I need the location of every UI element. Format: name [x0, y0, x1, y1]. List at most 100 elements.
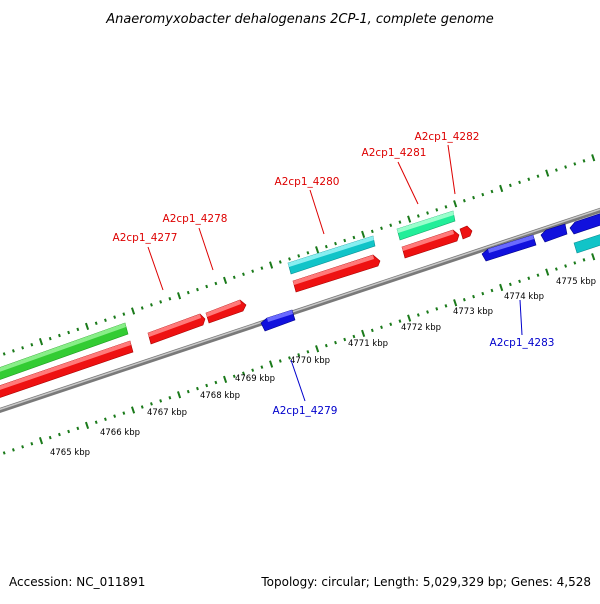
inner-tick [564, 264, 568, 268]
inner-tick [186, 389, 190, 394]
feature-A2cp1-4279[interactable] [260, 309, 296, 332]
gene-label-A2cp1-4280[interactable]: A2cp1_4280 [275, 176, 340, 188]
feature-green-outer-top [0, 323, 126, 372]
outer-tick [177, 292, 182, 300]
inner-tick [499, 283, 504, 292]
outer-tick [472, 195, 475, 200]
feature-A2cp1-4283[interactable] [481, 234, 537, 262]
outer-tick [30, 343, 34, 347]
outer-tick [242, 272, 245, 276]
feature-A2cp1-4281-cds-top [402, 230, 454, 251]
outer-tick [426, 211, 429, 215]
inner-tick [38, 437, 44, 445]
outer-tick [499, 184, 504, 193]
outer-tick [352, 235, 356, 240]
ruler-label: 4772 kbp [401, 323, 441, 333]
outer-tick [196, 287, 199, 292]
leader-A2cp1-4280 [309, 189, 325, 235]
gene-label-A2cp1-4278[interactable]: A2cp1_4278 [163, 213, 228, 225]
inner-tick [177, 391, 182, 399]
inner-tick [130, 406, 136, 414]
outer-tick [76, 327, 80, 332]
feature-green-outer[interactable] [0, 322, 129, 382]
outer-tick [159, 300, 163, 304]
gene-label-A2cp1-4282[interactable]: A2cp1_4282 [415, 131, 480, 143]
outer-tick [545, 169, 550, 177]
outer-tick [48, 336, 52, 341]
inner-tick [315, 345, 320, 353]
inner-tick [527, 276, 531, 280]
inner-tick [389, 322, 393, 326]
inner-tick [11, 448, 15, 452]
gene-label-A2cp1-4277[interactable]: A2cp1_4277 [113, 232, 178, 244]
outer-tick [186, 290, 190, 295]
inner-tick [30, 442, 34, 446]
feature-reverse-cds-small[interactable] [540, 223, 568, 243]
feature-A2cp1-4278[interactable] [205, 299, 247, 324]
genome-summary-text: Topology: circular; Length: 5,029,329 bp… [260, 575, 591, 589]
inner-tick [343, 337, 347, 342]
outer-tick-track [2, 154, 596, 356]
outer-tick [536, 174, 540, 178]
outer-tick [435, 208, 439, 212]
outer-tick [84, 322, 90, 330]
inner-tick [104, 417, 107, 421]
inner-tick [582, 258, 586, 262]
inner-tick [324, 343, 328, 348]
feature-forward-cds-long[interactable] [0, 340, 134, 400]
outer-tick [122, 312, 126, 316]
inner-tick [370, 328, 374, 333]
outer-tick [260, 266, 264, 270]
outer-tick [324, 244, 328, 249]
inner-tick [48, 435, 52, 440]
feature-teal-edge[interactable] [573, 233, 600, 254]
inner-tick [306, 350, 310, 354]
inner-tick [205, 383, 209, 388]
outer-tick [416, 214, 420, 218]
leader-A2cp1-4282 [447, 144, 456, 195]
outer-tick [223, 276, 228, 285]
inner-tick [67, 429, 71, 434]
feature-A2cp1-4277-top [148, 314, 201, 337]
inner-tick [57, 432, 61, 437]
feature-A2cp1-4277[interactable] [147, 313, 206, 345]
gene-label-A2cp1-4281[interactable]: A2cp1_4281 [362, 147, 427, 159]
inner-tick [122, 411, 126, 415]
gene-label-A2cp1-4279[interactable]: A2cp1_4279 [273, 405, 338, 417]
backbone-highlight [0, 208, 600, 411]
outer-tick [343, 238, 347, 243]
outer-tick [21, 346, 25, 350]
outer-tick [94, 321, 98, 326]
feature-forward-cds-long-top [0, 341, 131, 390]
feature-A2cp1-4281[interactable] [396, 210, 456, 241]
feature-reverse-cds-edge[interactable] [569, 212, 600, 235]
outer-tick [481, 192, 485, 197]
ruler-label: 4766 kbp [100, 428, 140, 438]
gene-label-A2cp1-4283[interactable]: A2cp1_4283 [490, 337, 555, 349]
inner-tick [352, 334, 356, 339]
feature-A2cp1-4280-cds[interactable] [292, 254, 381, 293]
outer-tick [518, 180, 522, 185]
outer-tick [251, 269, 255, 273]
leader-A2cp1-4277 [147, 246, 164, 291]
feature-A2cp1-4280[interactable] [287, 235, 376, 275]
feature-A2cp1-4281-cds[interactable] [401, 229, 460, 259]
outer-tick [554, 168, 558, 172]
feature-A2cp1-4280-top [288, 236, 374, 267]
gene-labels: A2cp1_4277 A2cp1_4278 A2cp1_4280 A2cp1_4… [113, 131, 555, 417]
inner-tick [232, 374, 236, 379]
outer-tick [582, 159, 586, 163]
leader-A2cp1-4278 [198, 227, 214, 271]
outer-tick [334, 241, 337, 246]
outer-tick [389, 223, 393, 227]
outer-tick [232, 275, 236, 280]
outer-tick [490, 189, 494, 194]
outer-tick [214, 281, 218, 286]
inner-tick [196, 386, 199, 391]
feature-A2cp1-4282[interactable] [459, 225, 473, 240]
inner-tick [398, 319, 402, 323]
outer-tick [2, 352, 6, 356]
ruler-label: 4774 kbp [504, 292, 544, 302]
